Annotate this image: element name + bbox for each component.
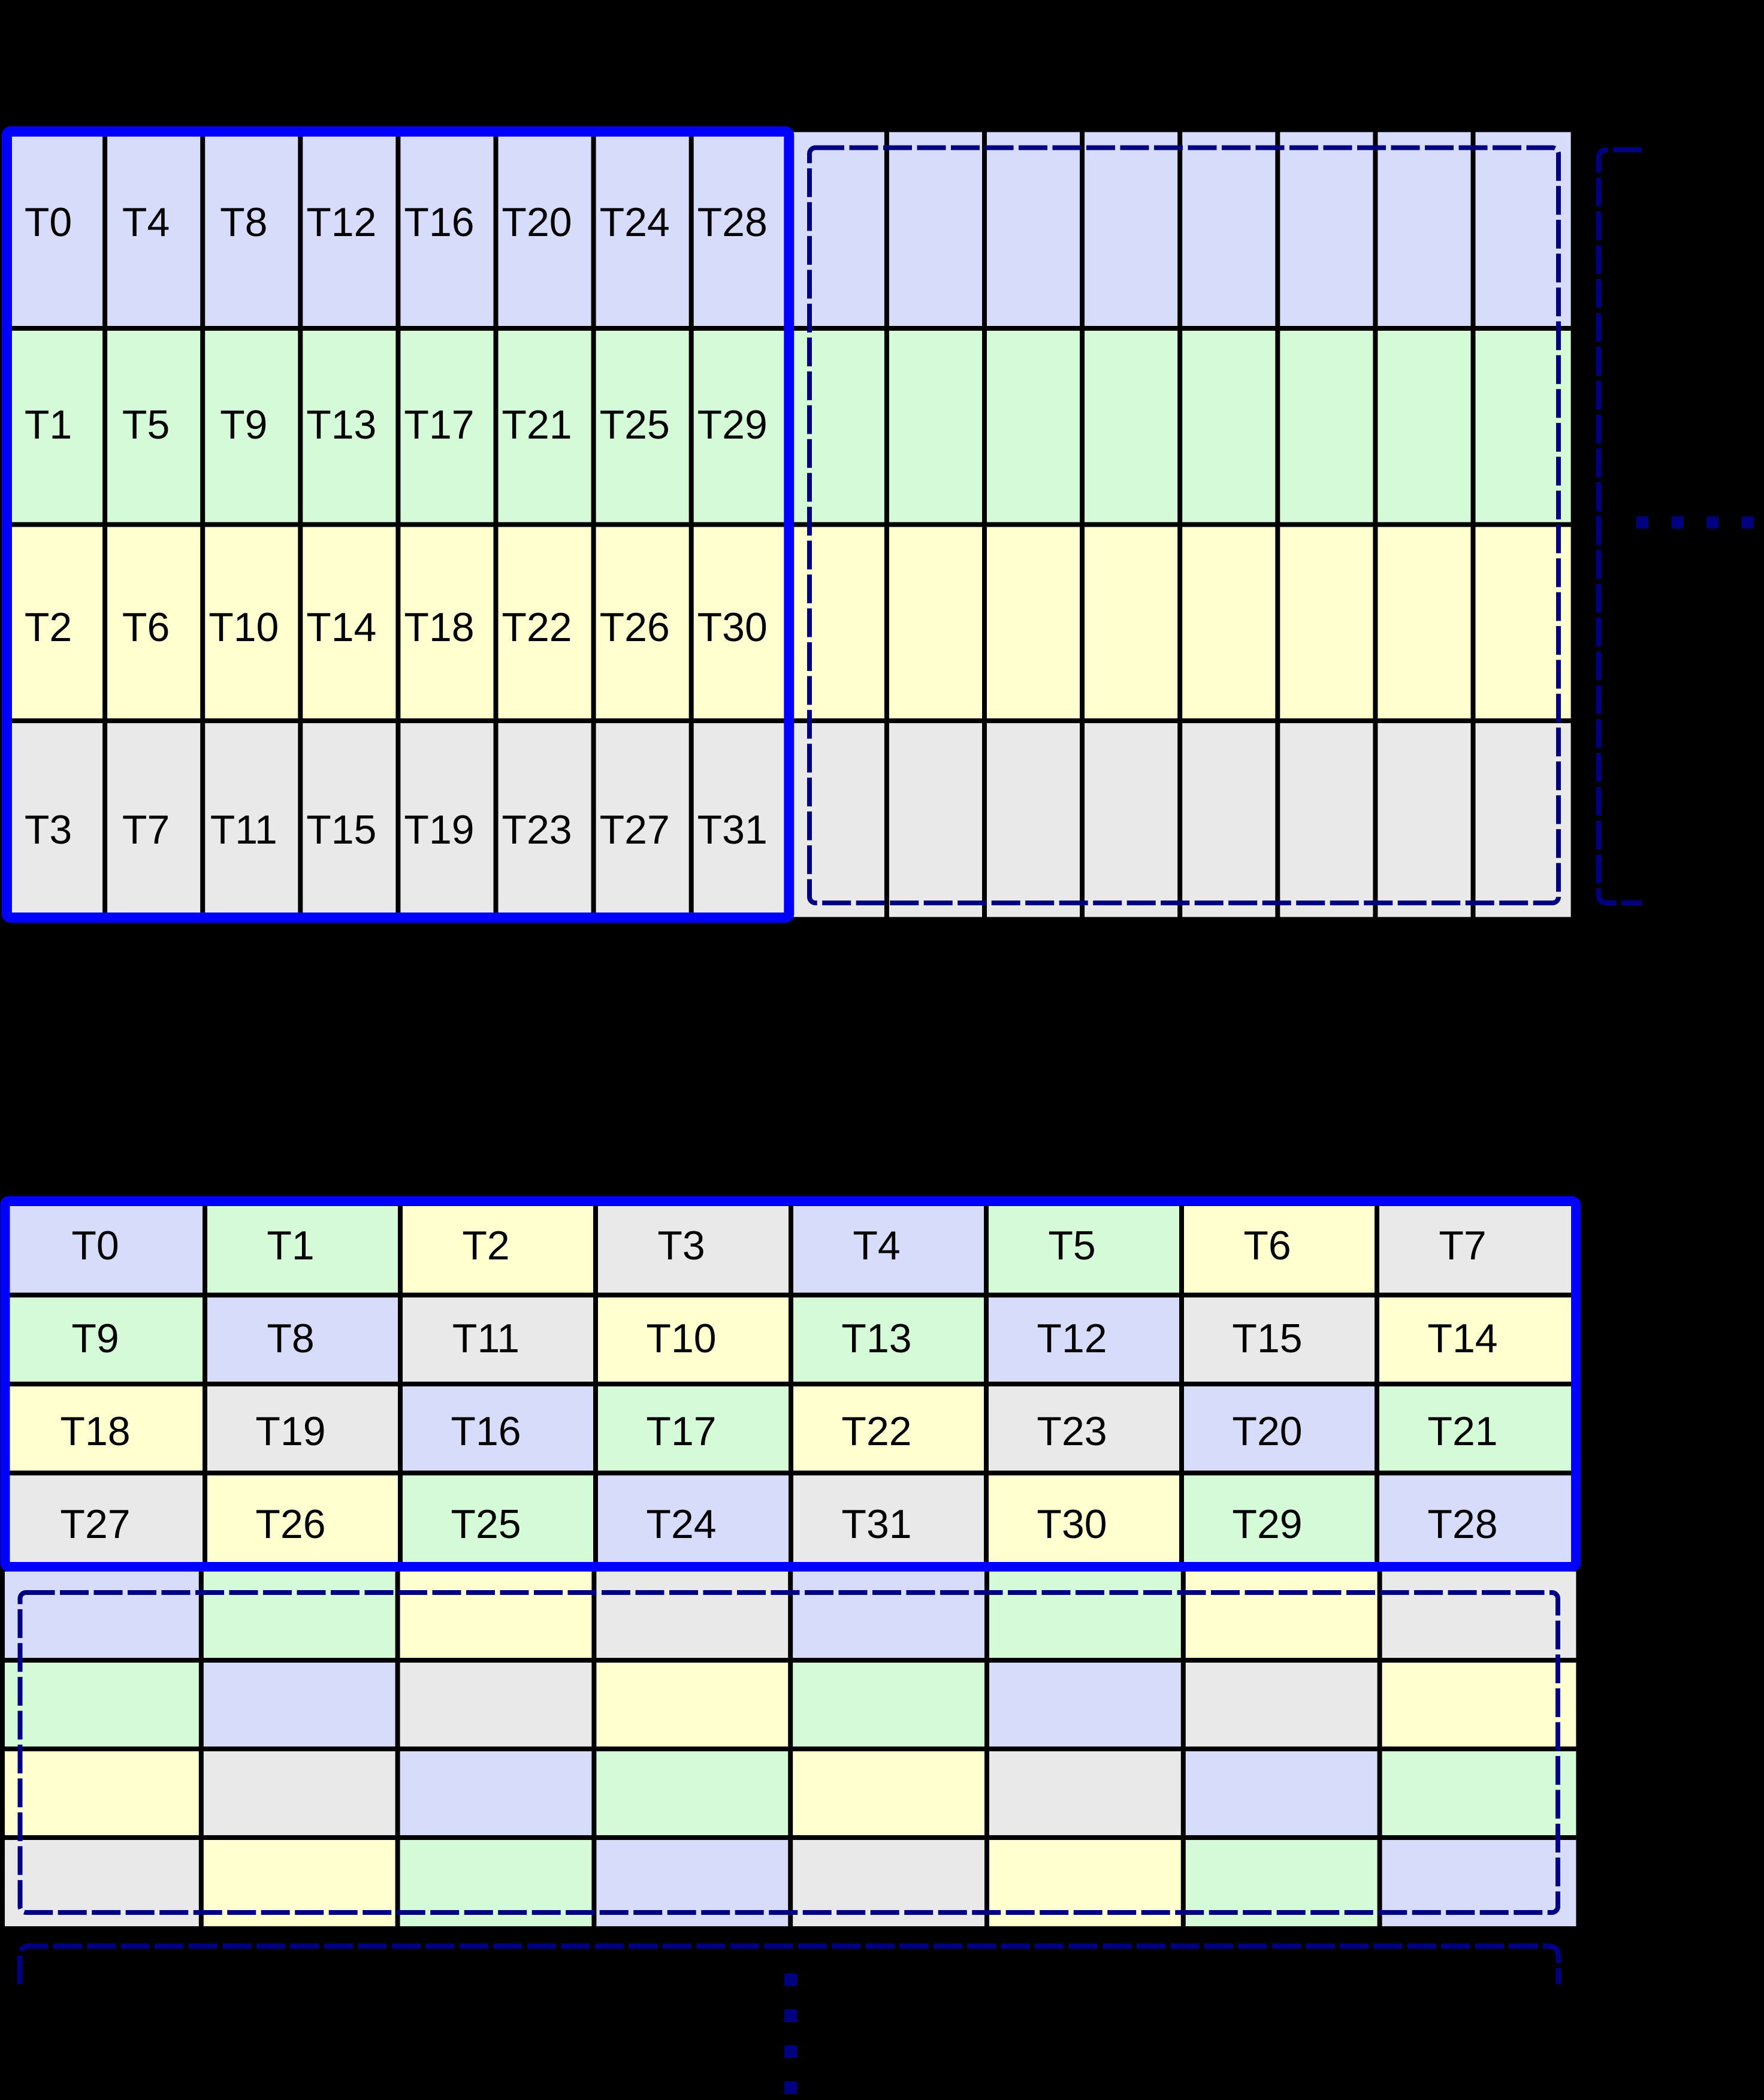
svg-text:T24: T24	[600, 200, 670, 245]
svg-text:T10: T10	[646, 1316, 716, 1361]
svg-text:T22: T22	[841, 1409, 911, 1454]
svg-text:T19: T19	[404, 807, 474, 853]
svg-text:T15: T15	[1232, 1316, 1302, 1361]
svg-text:T13: T13	[306, 402, 376, 448]
svg-text:T31: T31	[697, 807, 768, 853]
svg-text:T17: T17	[404, 402, 474, 448]
svg-text:T28: T28	[1427, 1501, 1497, 1547]
svg-text:T29: T29	[1232, 1501, 1302, 1547]
svg-text:T5: T5	[1048, 1223, 1095, 1268]
svg-text:T2: T2	[462, 1223, 509, 1268]
svg-text:T15: T15	[306, 807, 376, 853]
svg-text:T2: T2	[25, 605, 72, 650]
svg-text:T30: T30	[697, 605, 768, 650]
svg-text:T14: T14	[306, 605, 376, 650]
svg-text:T22: T22	[502, 605, 572, 650]
svg-text:T23: T23	[502, 807, 572, 853]
svg-text:T13: T13	[841, 1316, 911, 1361]
svg-text:T20: T20	[502, 200, 572, 245]
svg-text:T3: T3	[25, 807, 72, 853]
svg-text:T0: T0	[25, 200, 72, 245]
svg-text:T26: T26	[255, 1501, 325, 1547]
svg-text:T31: T31	[841, 1501, 911, 1547]
svg-text:T0: T0	[71, 1223, 119, 1268]
svg-text:T20: T20	[1232, 1409, 1302, 1454]
svg-text:T30: T30	[1037, 1501, 1107, 1547]
svg-text:T7: T7	[122, 807, 170, 853]
svg-text:T24: T24	[646, 1501, 716, 1547]
svg-text:T27: T27	[600, 807, 670, 853]
svg-text:T1: T1	[25, 402, 72, 448]
svg-text:T11: T11	[452, 1316, 519, 1361]
svg-text:T1: T1	[267, 1223, 314, 1268]
svg-text:T18: T18	[60, 1409, 130, 1454]
svg-text:T29: T29	[697, 402, 768, 448]
svg-text:T6: T6	[1243, 1223, 1291, 1268]
svg-text:T18: T18	[404, 605, 474, 650]
svg-text:T7: T7	[1439, 1223, 1486, 1268]
svg-text:T28: T28	[697, 200, 768, 245]
svg-text:T4: T4	[122, 200, 170, 245]
svg-text:T23: T23	[1037, 1409, 1107, 1454]
svg-text:T21: T21	[1427, 1409, 1497, 1454]
svg-text:T5: T5	[122, 402, 170, 448]
svg-text:T12: T12	[1037, 1316, 1107, 1361]
svg-text:T16: T16	[404, 200, 474, 245]
svg-text:T12: T12	[306, 200, 376, 245]
svg-text:T8: T8	[267, 1316, 314, 1361]
svg-text:T6: T6	[122, 605, 170, 650]
svg-text:T25: T25	[600, 402, 670, 448]
svg-text:T9: T9	[71, 1316, 119, 1361]
svg-text:T8: T8	[220, 200, 267, 245]
svg-text:T3: T3	[657, 1223, 705, 1268]
svg-text:T17: T17	[646, 1409, 716, 1454]
svg-text:T14: T14	[1427, 1316, 1497, 1361]
svg-text:T11: T11	[210, 807, 277, 853]
svg-text:T19: T19	[255, 1409, 325, 1454]
svg-text:T9: T9	[220, 402, 267, 448]
svg-text:T10: T10	[209, 605, 279, 650]
svg-text:T4: T4	[853, 1223, 900, 1268]
svg-text:T26: T26	[600, 605, 670, 650]
svg-text:T21: T21	[502, 402, 572, 448]
svg-text:T25: T25	[451, 1501, 521, 1547]
svg-text:T27: T27	[60, 1501, 130, 1547]
svg-text:T16: T16	[451, 1409, 521, 1454]
